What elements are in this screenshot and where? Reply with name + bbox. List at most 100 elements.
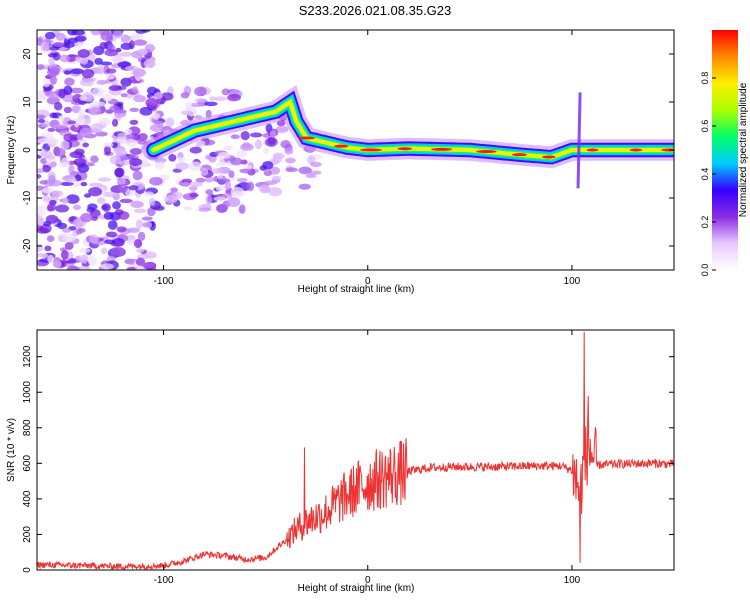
spectrogram-cell bbox=[246, 181, 255, 192]
spectrogram-cell bbox=[130, 200, 144, 209]
spectrogram-cell bbox=[79, 95, 88, 101]
spectrogram-cell bbox=[190, 181, 203, 187]
spectrogram-cell bbox=[71, 182, 81, 188]
spectrogram-cloud-layer bbox=[37, 30, 322, 270]
spectrogram-cell bbox=[88, 107, 102, 116]
spectrogram-cell bbox=[40, 158, 47, 165]
spectrogram-cell bbox=[136, 266, 144, 270]
spectrogram-cell bbox=[310, 161, 322, 168]
spectrogram-cell bbox=[37, 118, 46, 124]
spectrogram-ridge-layer bbox=[142, 85, 674, 189]
spectrogram-cell bbox=[215, 185, 226, 192]
spectrogram-cell bbox=[183, 206, 193, 211]
spectrogram-cell bbox=[148, 197, 156, 206]
spectrogram-cell bbox=[221, 88, 231, 96]
spectrogram-cell bbox=[168, 153, 177, 162]
spectrogram-cell bbox=[133, 94, 146, 103]
spectrogram-cell bbox=[111, 246, 125, 257]
spectrogram-cell bbox=[305, 173, 317, 179]
spectrogram-cell bbox=[136, 248, 145, 253]
spectrogram-cell bbox=[165, 117, 175, 127]
spectrogram-cell bbox=[63, 70, 72, 75]
spectrogram-cell bbox=[101, 204, 109, 210]
spectrogram-cell bbox=[91, 101, 106, 107]
spectrogram-cell bbox=[77, 163, 90, 173]
spectrogram-cell bbox=[215, 162, 226, 167]
snr-y-tick-label: 600 bbox=[22, 455, 33, 472]
spectrogram-cell bbox=[98, 177, 111, 182]
spectrogram-cell bbox=[143, 59, 156, 69]
spectrogram-cell bbox=[67, 120, 77, 125]
spectrogram-cell bbox=[236, 150, 248, 158]
spectrogram-cell bbox=[61, 157, 71, 166]
spectrogram-cell bbox=[230, 186, 245, 197]
spectrogram-cell bbox=[53, 41, 65, 47]
spectrogram-x-tick-label: 0 bbox=[365, 276, 371, 287]
spectrogram-cell bbox=[134, 238, 143, 249]
spectrogram-cell bbox=[113, 109, 127, 114]
spectrogram-ridge-peak bbox=[431, 147, 453, 151]
spectrogram-cell bbox=[63, 85, 73, 96]
spectrogram-burst bbox=[576, 92, 582, 189]
spectrogram-cell bbox=[228, 170, 235, 178]
spectrogram-cell bbox=[230, 134, 240, 139]
spectrogram-cell bbox=[67, 37, 79, 44]
spectrogram-cell bbox=[236, 177, 248, 183]
spectrogram-cell bbox=[129, 147, 142, 155]
spectrogram-cell bbox=[111, 54, 125, 64]
spectrogram-cell bbox=[144, 44, 156, 53]
spectrogram-cell bbox=[55, 204, 70, 213]
spectrogram-cell bbox=[87, 54, 96, 60]
spectrogram-cell bbox=[37, 217, 44, 227]
spectrogram-cell bbox=[142, 221, 153, 229]
spectrogram-cell bbox=[285, 157, 296, 164]
snr-x-tick-label: 100 bbox=[564, 575, 581, 586]
spectrogram-cell bbox=[129, 107, 140, 112]
spectrogram-cell bbox=[68, 164, 75, 174]
spectrogram-cell bbox=[37, 205, 48, 210]
spectrogram-x-tick-label: -100 bbox=[154, 276, 174, 287]
spectrogram-cell bbox=[112, 201, 121, 210]
spectrogram-cell bbox=[116, 226, 127, 233]
spectrogram-cell bbox=[44, 245, 52, 252]
spectrogram-cell bbox=[114, 209, 124, 215]
spectrogram-y-tick-label: -10 bbox=[22, 190, 33, 205]
spectrogram-cell bbox=[135, 219, 144, 229]
spectrogram-cell bbox=[100, 247, 108, 255]
spectrogram-cell bbox=[152, 112, 160, 120]
spectrogram-cell bbox=[175, 162, 189, 170]
spectrogram-cell bbox=[240, 131, 250, 141]
spectrogram-cell bbox=[100, 61, 113, 66]
spectrogram-cell bbox=[188, 161, 203, 171]
spectrogram-cell bbox=[108, 85, 122, 92]
spectrogram-cell bbox=[49, 74, 58, 85]
spectrogram-cell bbox=[62, 233, 77, 243]
spectrogram-cell bbox=[61, 197, 69, 205]
spectrogram-cell bbox=[185, 101, 193, 111]
colorbar-tick-label: 0.8 bbox=[700, 72, 710, 85]
spectrogram-y-tick-label: -20 bbox=[22, 238, 33, 253]
spectrogram-cell bbox=[222, 193, 233, 199]
spectrogram-cell bbox=[104, 49, 118, 57]
spectrogram-cell bbox=[90, 155, 99, 163]
spectrogram-cell bbox=[44, 31, 56, 40]
spectrogram-cell bbox=[102, 93, 113, 102]
spectrogram-cell bbox=[37, 123, 49, 128]
spectrogram-cell bbox=[48, 46, 60, 51]
spectrogram-y-label: Frequency (Hz) bbox=[6, 116, 17, 185]
spectrogram-cell bbox=[135, 30, 147, 34]
spectrogram-cell bbox=[37, 64, 45, 70]
spectrogram-cell bbox=[141, 262, 156, 268]
spectrogram-cell bbox=[262, 160, 274, 170]
spectrogram-cell bbox=[132, 170, 143, 181]
spectrogram-cell bbox=[204, 176, 215, 183]
spectrogram-cell bbox=[182, 181, 190, 187]
spectrogram-y-tick-label: 10 bbox=[22, 96, 33, 108]
spectrogram-cell bbox=[80, 57, 89, 65]
spectrogram-cell bbox=[40, 150, 53, 158]
spectrogram-cell bbox=[77, 49, 90, 59]
spectrogram-cell bbox=[284, 147, 294, 155]
snr-y-tick-label: 0 bbox=[22, 567, 33, 573]
